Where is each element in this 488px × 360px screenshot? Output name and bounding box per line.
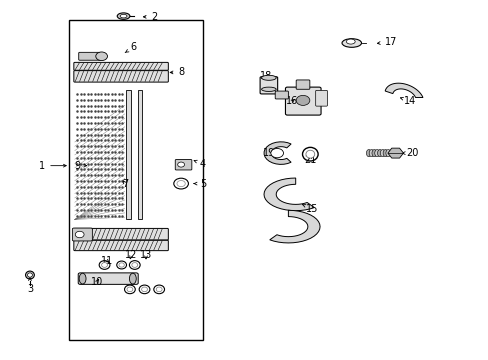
Polygon shape xyxy=(385,83,422,98)
Ellipse shape xyxy=(117,261,126,269)
Ellipse shape xyxy=(156,287,162,292)
Ellipse shape xyxy=(341,39,361,47)
FancyBboxPatch shape xyxy=(285,87,321,115)
Circle shape xyxy=(177,162,184,167)
Text: 9: 9 xyxy=(74,161,86,171)
FancyBboxPatch shape xyxy=(74,240,168,251)
Text: 5: 5 xyxy=(194,179,206,189)
Ellipse shape xyxy=(261,87,276,91)
Ellipse shape xyxy=(154,285,164,294)
Ellipse shape xyxy=(124,285,135,294)
Ellipse shape xyxy=(27,273,32,277)
Ellipse shape xyxy=(366,149,370,157)
Ellipse shape xyxy=(79,273,86,284)
Ellipse shape xyxy=(142,287,147,292)
Text: 21: 21 xyxy=(304,155,316,165)
Text: 11: 11 xyxy=(101,256,113,266)
Text: 4: 4 xyxy=(194,159,206,169)
Bar xyxy=(126,90,131,220)
Ellipse shape xyxy=(368,149,373,157)
Ellipse shape xyxy=(139,285,150,294)
Ellipse shape xyxy=(75,231,84,238)
Circle shape xyxy=(96,52,107,60)
Text: 7: 7 xyxy=(122,179,128,189)
Bar xyxy=(137,90,142,220)
FancyBboxPatch shape xyxy=(175,159,191,170)
Polygon shape xyxy=(269,210,320,243)
FancyBboxPatch shape xyxy=(79,52,100,60)
Text: 8: 8 xyxy=(170,67,184,77)
Ellipse shape xyxy=(296,95,309,105)
Text: 20: 20 xyxy=(402,148,418,158)
Ellipse shape xyxy=(129,273,136,284)
Ellipse shape xyxy=(117,13,130,19)
Ellipse shape xyxy=(270,148,283,158)
FancyBboxPatch shape xyxy=(74,71,168,82)
FancyBboxPatch shape xyxy=(260,77,277,94)
Ellipse shape xyxy=(261,75,276,80)
Text: 12: 12 xyxy=(125,250,137,260)
Text: 1: 1 xyxy=(39,161,66,171)
Ellipse shape xyxy=(177,180,185,186)
Text: 17: 17 xyxy=(377,37,396,47)
Text: 10: 10 xyxy=(90,277,102,287)
Ellipse shape xyxy=(377,149,382,157)
Ellipse shape xyxy=(371,149,376,157)
Ellipse shape xyxy=(25,271,34,279)
Ellipse shape xyxy=(302,147,318,161)
Ellipse shape xyxy=(120,14,127,18)
Text: 6: 6 xyxy=(125,42,136,53)
FancyBboxPatch shape xyxy=(296,80,309,89)
Text: 3: 3 xyxy=(27,278,33,294)
FancyBboxPatch shape xyxy=(78,273,138,284)
Ellipse shape xyxy=(99,261,110,269)
Ellipse shape xyxy=(385,149,390,157)
Ellipse shape xyxy=(382,149,387,157)
Text: 19: 19 xyxy=(262,148,278,158)
Text: 2: 2 xyxy=(143,12,157,22)
Polygon shape xyxy=(264,178,314,211)
Ellipse shape xyxy=(129,261,140,269)
Text: 14: 14 xyxy=(400,96,416,106)
Ellipse shape xyxy=(346,39,354,44)
FancyBboxPatch shape xyxy=(72,228,92,241)
Text: 15: 15 xyxy=(302,204,317,214)
Ellipse shape xyxy=(380,149,385,157)
Bar xyxy=(69,21,203,339)
FancyBboxPatch shape xyxy=(315,90,327,106)
Text: 13: 13 xyxy=(140,250,152,260)
Ellipse shape xyxy=(132,263,138,267)
Text: 16: 16 xyxy=(285,96,298,106)
Ellipse shape xyxy=(102,263,107,267)
Ellipse shape xyxy=(127,287,133,292)
Text: 18: 18 xyxy=(260,71,272,81)
FancyBboxPatch shape xyxy=(74,62,168,70)
Polygon shape xyxy=(264,142,290,165)
Ellipse shape xyxy=(173,178,188,189)
Ellipse shape xyxy=(119,263,124,267)
Ellipse shape xyxy=(305,150,314,158)
FancyBboxPatch shape xyxy=(275,91,288,99)
FancyBboxPatch shape xyxy=(74,228,168,240)
Ellipse shape xyxy=(374,149,379,157)
